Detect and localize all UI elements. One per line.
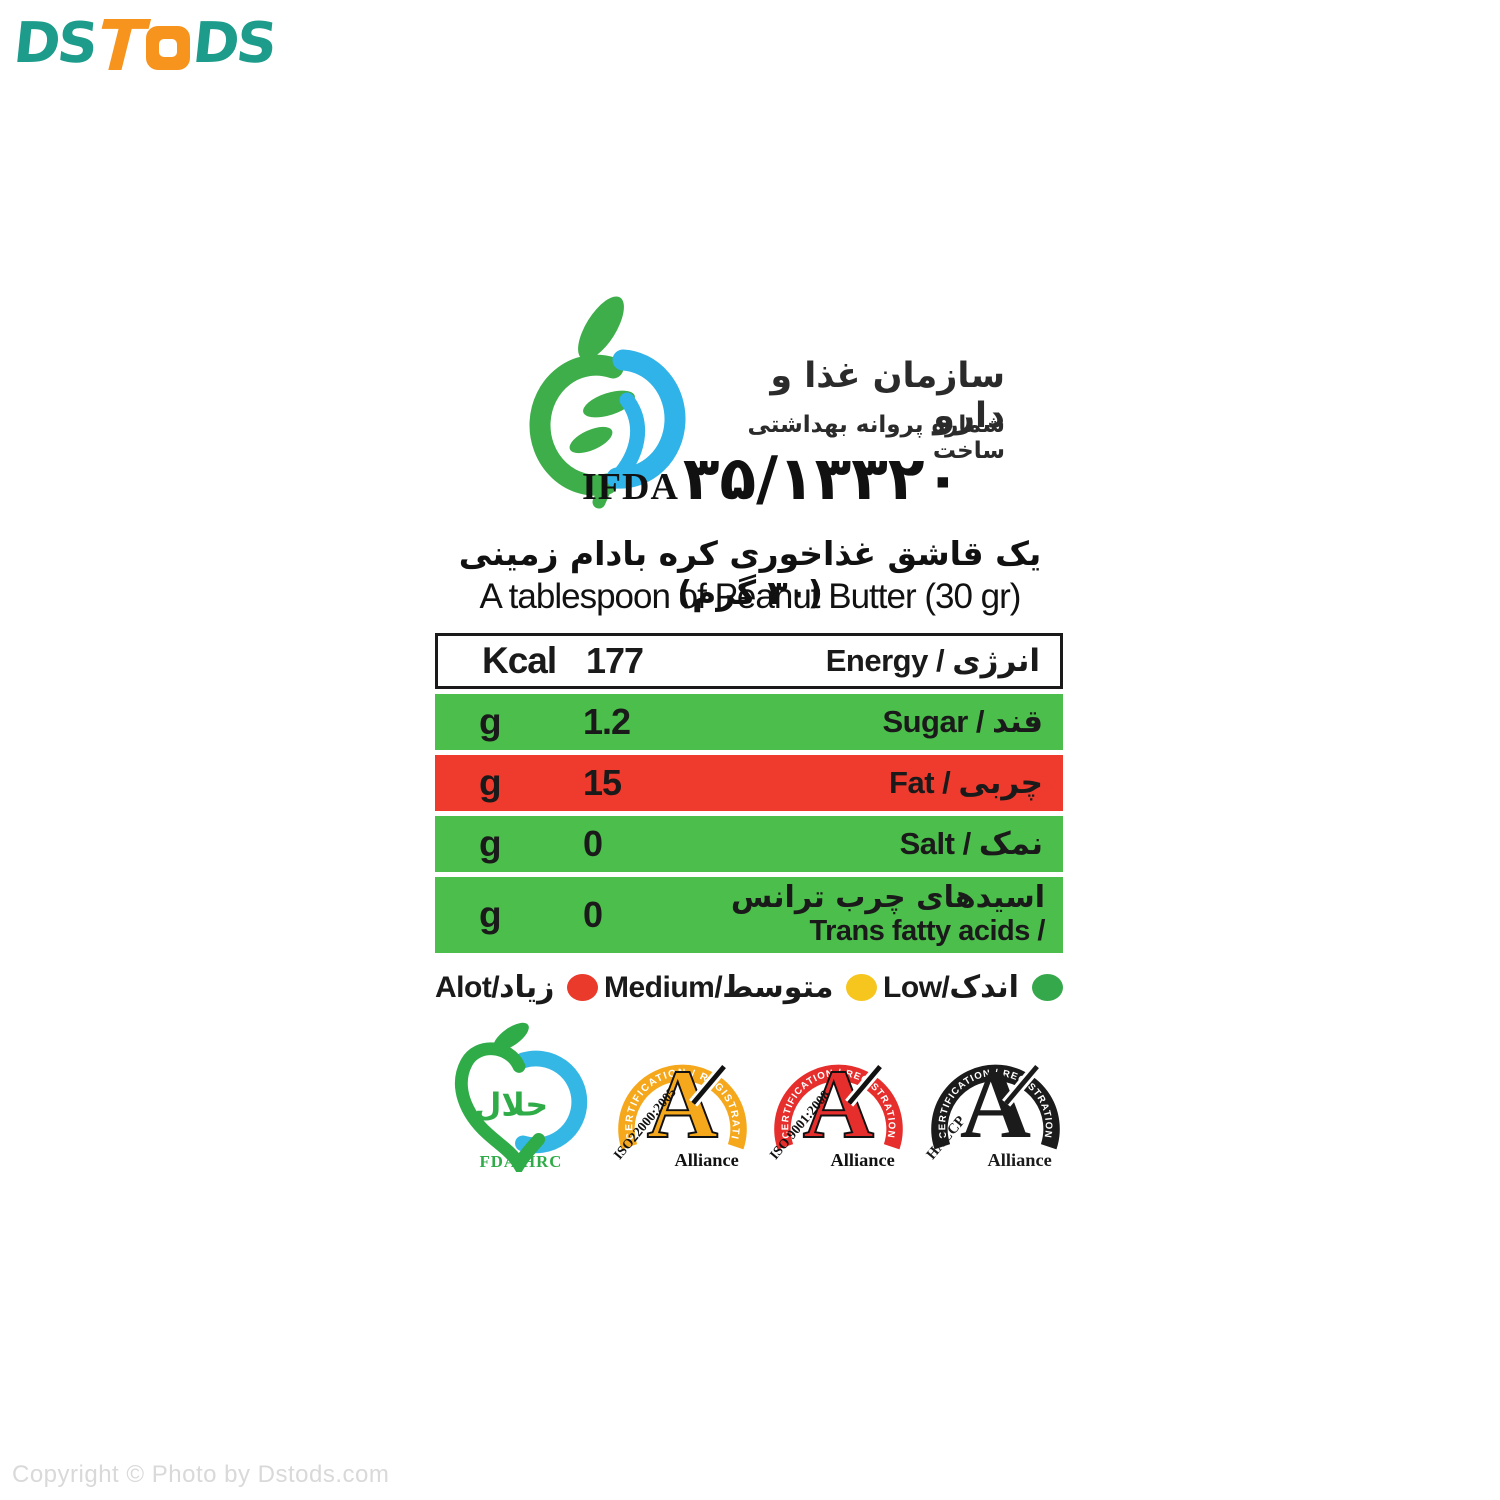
energy-value: 177 (586, 640, 644, 681)
brand-letter-t: T (86, 5, 152, 87)
low-dot-icon (1031, 974, 1063, 1001)
sugar-value: 1.2 (583, 701, 631, 742)
trans-fat-label: اسیدهای چرب ترانس Trans fatty acids / (730, 880, 1046, 947)
certification-logos: حلال FDA.HRC CERTIFICATION / REGISTRATI … (440, 1020, 1068, 1175)
brand-letters-right: DS (189, 11, 277, 76)
nutrition-row-trans-fat: g 0 اسیدهای چرب ترانس Trans fatty acids … (435, 877, 1063, 953)
dstods-brand-logo: DS T DS (10, 4, 277, 87)
legend-item-alot: Alot/زیاد (435, 970, 599, 1005)
brand-letter-o-icon (145, 26, 190, 70)
fat-value: 15 (583, 762, 622, 803)
sugar-label: Sugar / قند (882, 704, 1043, 739)
halal-fda-hrc-logo-icon: حلال FDA.HRC (454, 1022, 588, 1172)
iso9001-letter: A (803, 1050, 874, 1159)
nutrition-row-energy: Kcal 177 Energy / انرژی (435, 633, 1063, 689)
legend-alot-label: Alot/زیاد (435, 971, 555, 1004)
ifda-organization-title: سازمان غذا و دارو (770, 356, 1005, 436)
medium-dot-icon (846, 974, 878, 1001)
legend-medium-label: Medium/متوسط (603, 971, 834, 1004)
legend-item-medium: Medium/متوسط (603, 970, 878, 1005)
ifda-abbr: IFDA (582, 466, 679, 508)
ifda-license-number-row: IFDA ۳۵/۱۳۳۲۰ (582, 444, 1022, 514)
level-legend: Alot/زیاد Medium/متوسط Low/اندک (435, 970, 1063, 1005)
salt-label: Salt / نمک (899, 826, 1044, 861)
energy-label: Energy / انرژی (825, 643, 1041, 678)
legend-low-label: Low/اندک (883, 971, 1019, 1004)
nutrition-row-fat: g 15 Fat / چربی (435, 755, 1063, 811)
copyright-text: Copyright © Photo by Dstods.com (12, 1461, 390, 1488)
nutrition-row-sugar: g 1.2 Sugar / قند (435, 694, 1063, 750)
halal-caption: FDA.HRC (480, 1152, 563, 1171)
iso9001-alliance-logo-icon: CERTIFICATION / REGISTRATION A ISO 9001:… (767, 1049, 904, 1170)
iso22000-letter: A (647, 1050, 718, 1159)
ifda-apple-logo-icon (529, 296, 686, 509)
serving-title-fa: یک قاشق غذاخوری کره بادام زمینی (۳۰ گرم) (458, 534, 1042, 612)
nutrition-table: Kcal 177 Energy / انرژی g 1.2 Sugar / قن… (435, 633, 1063, 958)
energy-unit: Kcal (482, 640, 557, 681)
legend-item-low: Low/اندک (883, 970, 1063, 1005)
trans-fat-label-fa: اسیدهای چرب ترانس (730, 880, 1045, 915)
salt-unit: g (479, 823, 502, 864)
sugar-unit: g (479, 701, 502, 742)
nutrition-row-salt: g 0 Salt / نمک (435, 816, 1063, 872)
iso22000-alliance-logo-icon: CERTIFICATION / REGISTRATI A ISO22000:20… (610, 1049, 747, 1170)
salt-value: 0 (583, 823, 603, 864)
fat-label: Fat / چربی (889, 765, 1043, 800)
brand-letters-left: DS (10, 11, 99, 76)
iso22000-name: Alliance (674, 1150, 738, 1170)
haccp-name: Alliance (988, 1150, 1052, 1170)
haccp-letter: A (960, 1050, 1031, 1159)
haccp-alliance-logo-icon: CERTIFICATION / REGISTRATION A HACCP All… (923, 1050, 1060, 1170)
alot-dot-icon (567, 974, 599, 1001)
trans-fat-label-en: Trans fatty acids / (809, 914, 1046, 947)
ifda-license-number: ۳۵/۱۳۳۲۰ (682, 444, 962, 514)
iso9001-name: Alliance (831, 1150, 895, 1170)
ifda-license-title: شماره پروانه بهداشتی ساخت (747, 412, 1005, 464)
halal-script: حلال (474, 1088, 548, 1124)
serving-title-en: A tablespoon of Peanut Butter (30 gr) (479, 577, 1022, 616)
trans-fat-unit: g (479, 894, 502, 935)
fat-unit: g (479, 762, 502, 803)
trans-fat-value: 0 (583, 894, 603, 935)
